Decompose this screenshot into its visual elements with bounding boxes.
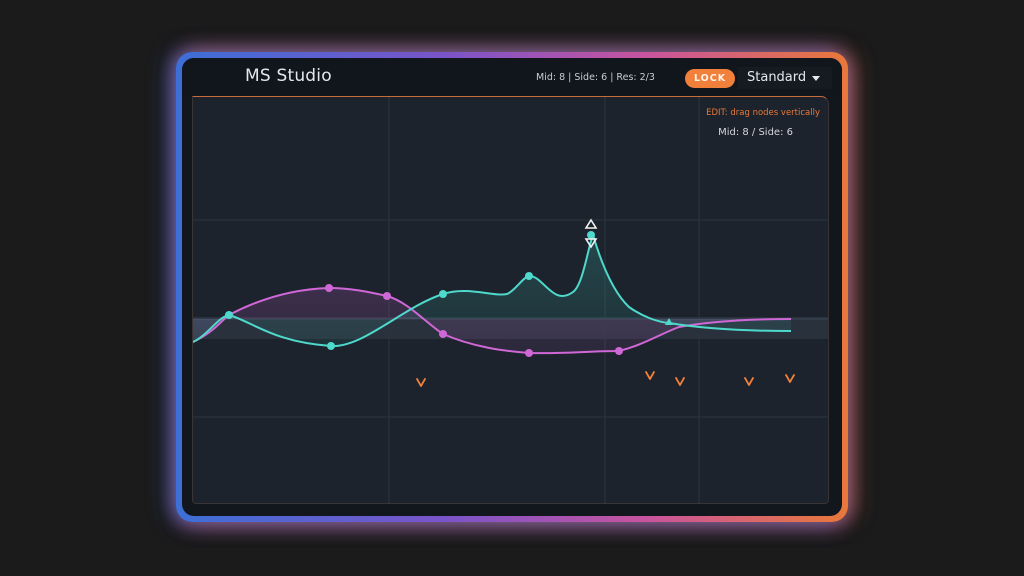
edit-hint: EDIT: drag nodes vertically bbox=[706, 108, 820, 118]
mid-node[interactable] bbox=[525, 272, 533, 280]
node-count-readout: Mid: 8 / Side: 6 bbox=[718, 127, 793, 138]
side-nodes[interactable] bbox=[325, 284, 623, 357]
chevron-down-icon[interactable] bbox=[744, 377, 754, 386]
side-node[interactable] bbox=[439, 330, 447, 338]
side-curve bbox=[193, 286, 792, 355]
title-bar: MS Studio Mid: 8 | Side: 6 | Res: 2/3 LO… bbox=[182, 58, 842, 96]
mid-node[interactable] bbox=[225, 311, 233, 319]
mid-node-selected[interactable] bbox=[587, 231, 595, 239]
triangle-up-icon[interactable] bbox=[584, 218, 598, 229]
status-readout: Mid: 8 | Side: 6 | Res: 2/3 bbox=[536, 72, 655, 83]
mid-curve-fill bbox=[193, 235, 791, 347]
selected-node-handles[interactable] bbox=[584, 218, 598, 249]
mid-nodes[interactable] bbox=[225, 231, 673, 350]
mid-node[interactable] bbox=[439, 290, 447, 298]
side-node[interactable] bbox=[383, 292, 391, 300]
eq-plot-panel[interactable]: EDIT: drag nodes vertically Mid: 8 / Sid… bbox=[192, 96, 829, 504]
side-node[interactable] bbox=[615, 347, 623, 355]
chevron-down-icon[interactable] bbox=[416, 378, 426, 387]
plugin-window: MS Studio Mid: 8 | Side: 6 | Res: 2/3 LO… bbox=[182, 58, 842, 516]
app-title: MS Studio bbox=[245, 66, 332, 86]
triangle-icon[interactable] bbox=[665, 318, 673, 325]
lock-button[interactable]: LOCK bbox=[685, 69, 735, 88]
triangle-down-icon[interactable] bbox=[584, 238, 598, 249]
chevron-down-icon[interactable] bbox=[675, 377, 685, 386]
eq-curve-display[interactable] bbox=[193, 97, 829, 504]
mode-select[interactable]: Standard bbox=[738, 67, 832, 89]
mid-node[interactable] bbox=[327, 342, 335, 350]
side-node[interactable] bbox=[525, 349, 533, 357]
chevron-down-icon[interactable] bbox=[645, 371, 655, 380]
side-curve-fill bbox=[193, 288, 791, 354]
mode-select-value: Standard bbox=[747, 70, 807, 85]
chevron-down-icon[interactable] bbox=[785, 374, 795, 383]
chevron-down-icon[interactable] bbox=[812, 76, 820, 81]
band-markers[interactable] bbox=[416, 371, 795, 387]
side-node[interactable] bbox=[325, 284, 333, 292]
